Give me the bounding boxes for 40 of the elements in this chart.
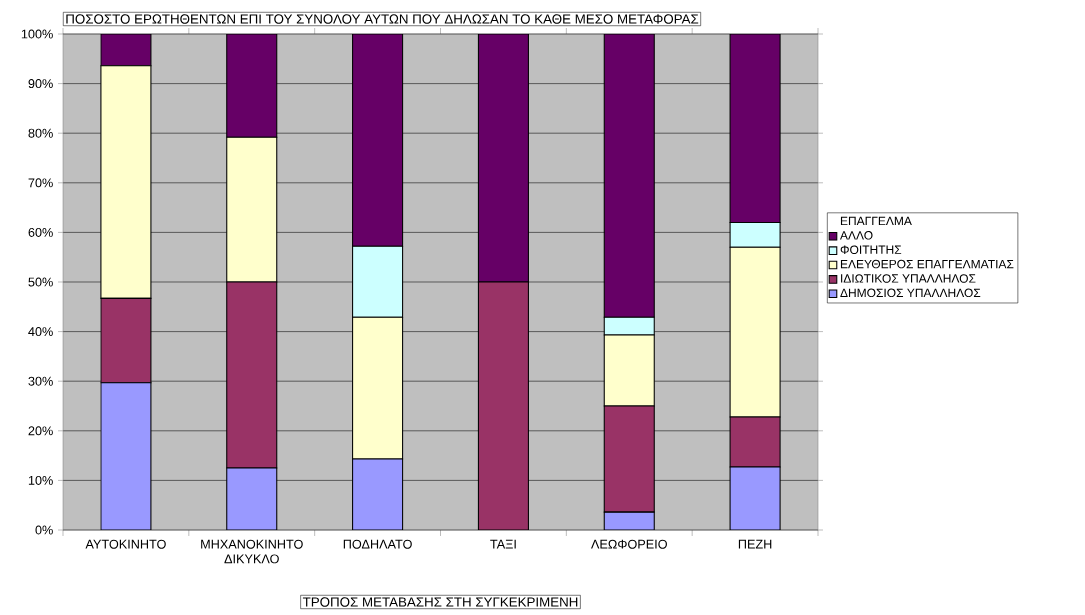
- bar: [100, 297, 152, 384]
- x-tick-label: ΛΕΩΦΟΡΕΙΟ: [591, 539, 667, 549]
- legend-label: ΑΛΛΟ: [840, 231, 873, 240]
- bar: [477, 34, 529, 283]
- y-tick-label: 90%: [28, 79, 53, 89]
- x-tick-label: ΤΑΞΙ: [490, 539, 516, 549]
- x-tick-label: ΑΥΤΟΚΙΝΗΤΟ: [85, 539, 166, 549]
- bar: [352, 34, 404, 247]
- bar: [477, 281, 529, 530]
- bar: [729, 466, 781, 530]
- bar: [226, 34, 278, 138]
- legend-label: ΕΛΕΥΘΕΡΟΣ ΕΠΑΓΓΕΛΜΑΤΙΑΣ: [840, 259, 1014, 269]
- y-tick-label: 40%: [28, 327, 53, 337]
- x-tick-label: ΠΟΔΗΛΑΤΟ: [343, 539, 412, 549]
- x-tick-label: ΠΕΖΗ: [738, 539, 772, 549]
- y-tick-label: 60%: [28, 227, 53, 237]
- y-tick-label: 10%: [28, 475, 53, 485]
- legend-label: ΔΗΜΟΣΙΟΣ ΥΠΑΛΛΗΛΟΣ: [840, 288, 981, 298]
- bar: [729, 34, 781, 224]
- legend-title: ΕΠΑΓΓΕΛΜΑ: [840, 216, 912, 226]
- y-tick-label: 30%: [28, 376, 53, 386]
- bar: [729, 416, 781, 468]
- bar: [352, 458, 404, 530]
- x-axis-title: ΤΡΟΠΟΣ ΜΕΤΑΒΑΣΗΣ ΣΤΗ ΣΥΓΚΕΚΡΙΜΕΝΗ: [302, 597, 578, 607]
- legend-label: ΦΟΙΤΗΤΗΣ: [840, 245, 902, 254]
- y-tick-label: 50%: [28, 277, 53, 287]
- bar: [226, 467, 278, 530]
- y-tick-label: 80%: [28, 128, 53, 138]
- y-tick-label: 0%: [35, 525, 53, 535]
- x-tick-label: ΜΗΧΑΝΟΚΙΝΗΤΟ ΔΙΚΥΚΛΟ: [201, 539, 303, 564]
- bar: [100, 382, 152, 530]
- bar: [603, 405, 655, 513]
- legend-label: ΙΔΙΩΤΙΚΟΣ ΥΠΑΛΛΗΛΟΣ: [841, 274, 976, 283]
- bar: [100, 34, 152, 67]
- bar: [226, 281, 278, 469]
- y-tick-label: 70%: [28, 178, 53, 188]
- y-tick-label: 100%: [21, 29, 53, 39]
- chart-title: ΠΟΣΟΣΤΟ ΕΡΩΤΗΘΕΝΤΩΝ ΕΠΙ ΤΟΥ ΣΥΝΟΛΟΥ ΑΥΤΩΝ ΠΟΥ ΔΗΛΩΣΑΝ ΤΟ ΚΑΘΕ ΜΕΣΟ ΜΕΤΑΦΟΡΑΣ: [66, 14, 699, 24]
- bar: [603, 34, 655, 318]
- y-tick-label: 20%: [28, 426, 53, 436]
